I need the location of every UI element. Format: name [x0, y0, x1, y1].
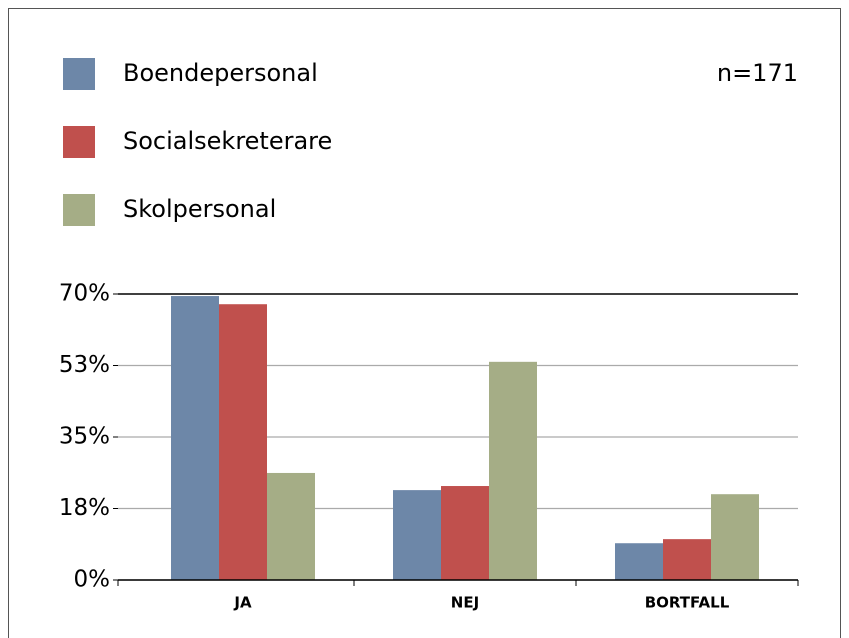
bar [663, 539, 711, 580]
bar [219, 304, 267, 580]
bar [489, 361, 537, 580]
y-tick-label: 18% [59, 495, 110, 521]
annotation: n=171 [717, 59, 798, 87]
legend-label: Skolpersonal [123, 195, 276, 223]
bar [171, 296, 219, 580]
y-tick-label: 53% [59, 352, 110, 378]
y-tick-label: 35% [59, 424, 110, 450]
y-tick-label: 70% [59, 281, 110, 307]
legend-swatch [63, 58, 95, 90]
bar [393, 490, 441, 580]
x-tick-label: NEJ [451, 594, 479, 612]
bar [615, 543, 663, 580]
x-tick-label: JA [233, 594, 252, 612]
x-tick-label: BORTFALL [645, 594, 730, 612]
y-tick-label: 0% [74, 567, 111, 593]
legend-label: Socialsekreterare [123, 127, 332, 155]
legend-swatch [63, 126, 95, 158]
bar [441, 486, 489, 580]
legend-swatch [63, 194, 95, 226]
bar [267, 472, 315, 580]
bar [711, 494, 759, 580]
legend-label: Boendepersonal [123, 59, 318, 87]
